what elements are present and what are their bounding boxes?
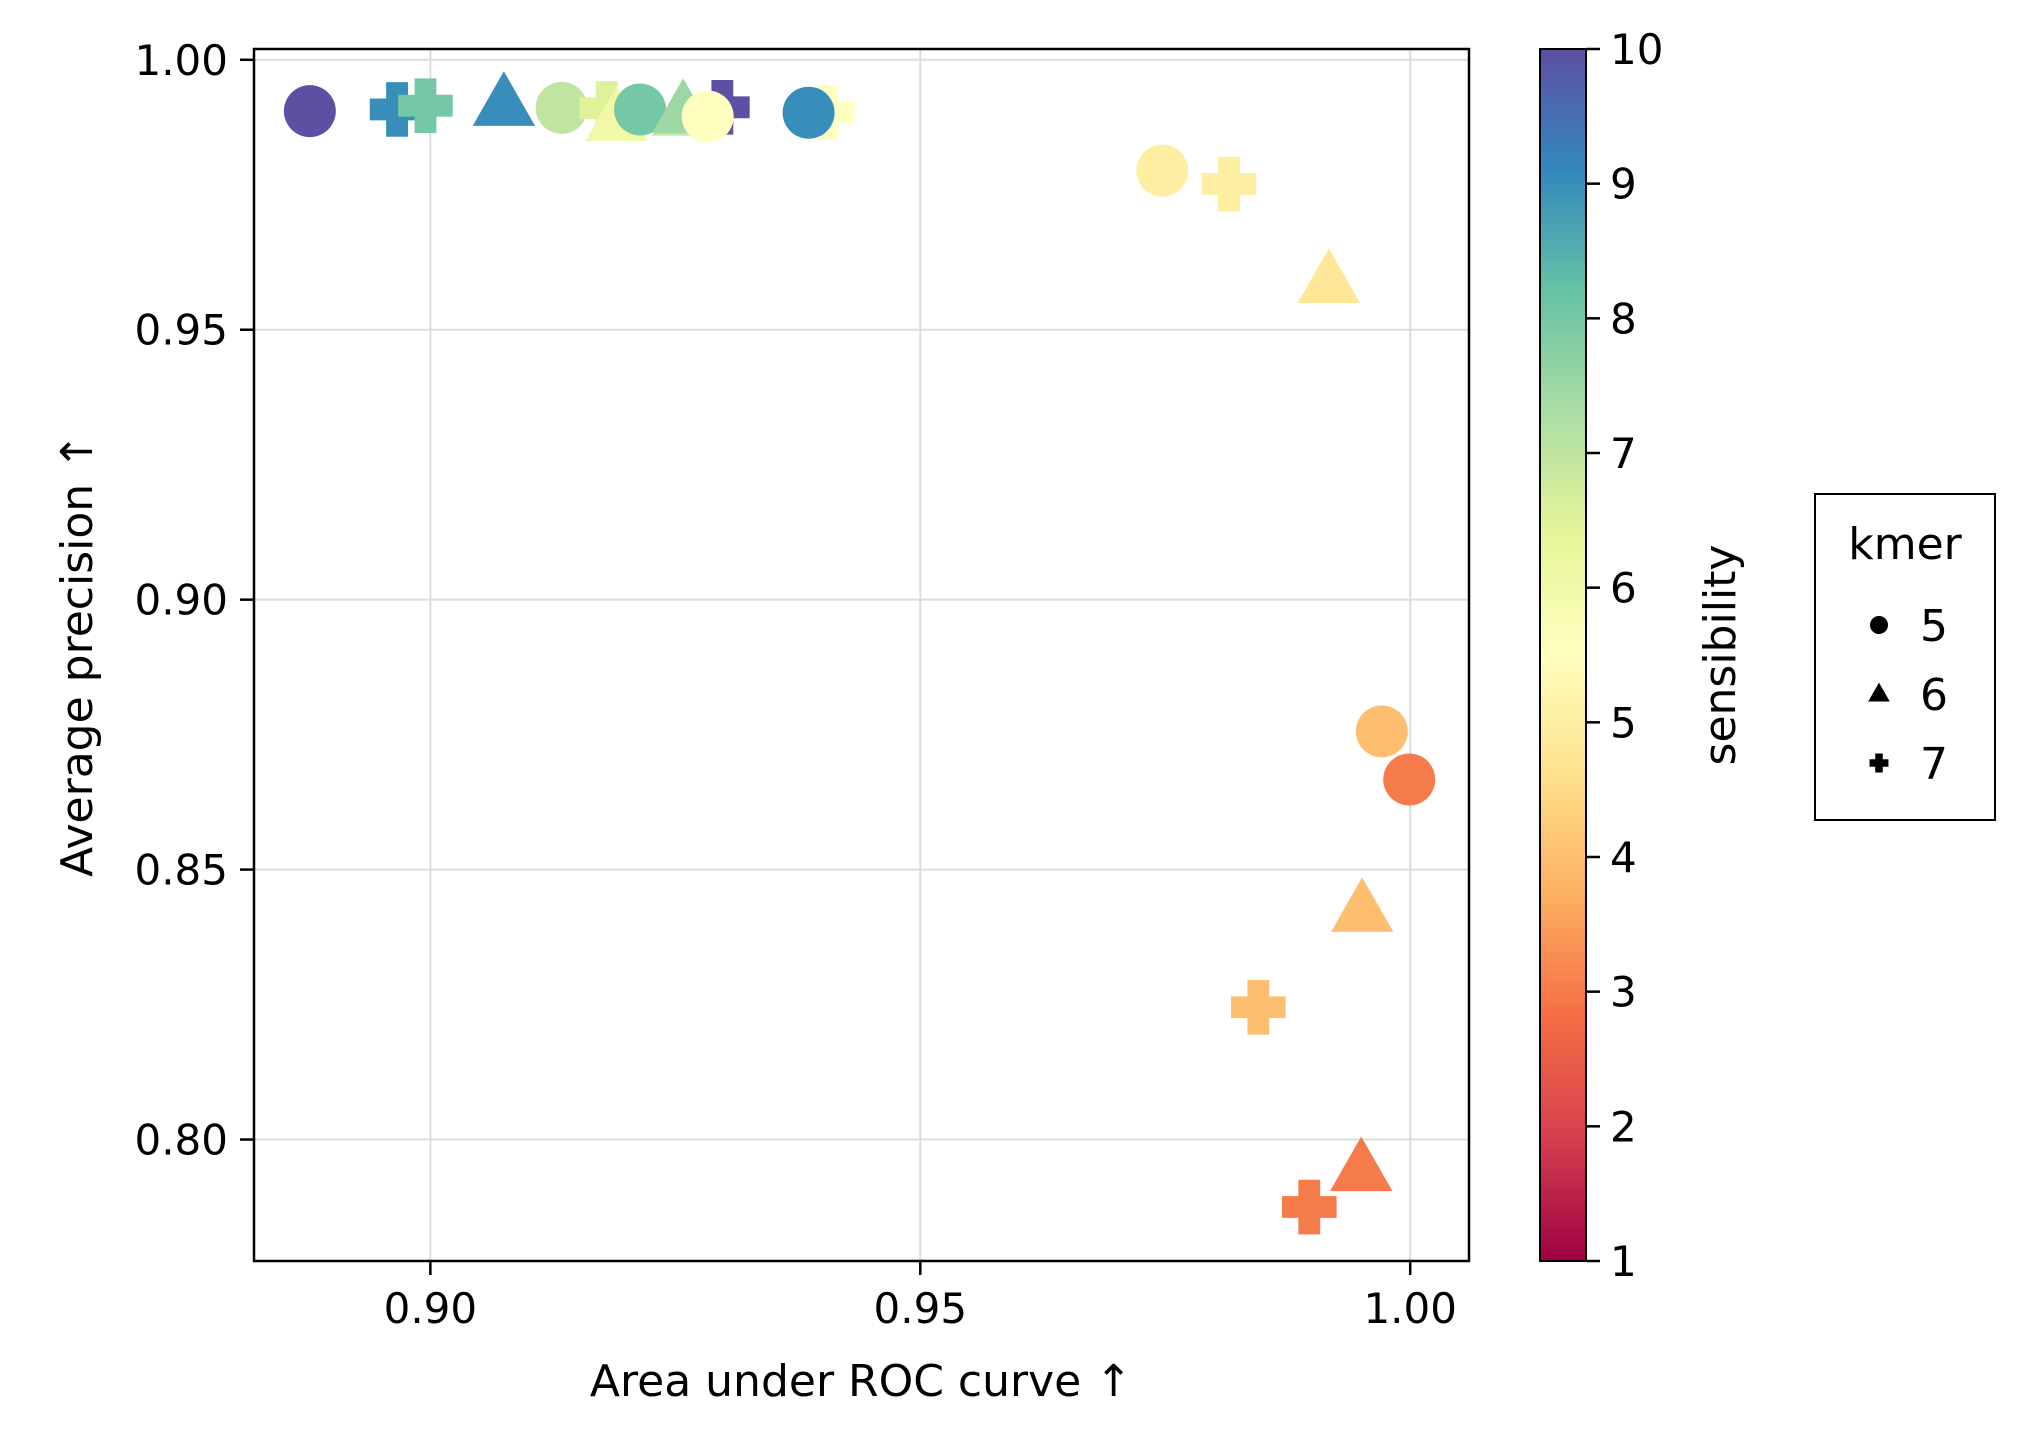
colorbar-tick-label: 4 — [1610, 833, 1637, 882]
x-tick-label: 0.90 — [384, 1284, 478, 1333]
y-tick-label: 0.85 — [134, 846, 228, 895]
legend-entry-label: 7 — [1920, 739, 1948, 790]
y-tick-label: 0.90 — [134, 576, 228, 625]
grid-lines — [254, 49, 1469, 1261]
data-point-kmer-5 — [782, 86, 835, 139]
colorbar-tick-label: 9 — [1610, 160, 1637, 209]
legend-entries: 5 6 7 — [1868, 601, 1948, 790]
data-point-kmer-5 — [1136, 144, 1189, 197]
y-tick-label: 0.95 — [134, 306, 228, 355]
colorbar-tick-label: 1 — [1610, 1237, 1637, 1286]
data-point-kmer-6 — [1330, 1136, 1393, 1192]
y-axis-ticks: 0.80 0.85 0.90 0.95 1.00 — [134, 36, 254, 1165]
x-axis-ticks: 0.90 0.95 1.00 — [384, 1261, 1457, 1333]
y-tick-label: 1.00 — [134, 36, 228, 85]
colorbar-ticks: 1 2 3 4 5 6 7 8 9 10 — [1586, 25, 1663, 1286]
colorbar-label: sensibility — [1695, 545, 1746, 766]
data-point-kmer-5 — [614, 83, 667, 136]
colorbar-tick-label: 7 — [1610, 429, 1637, 478]
data-point-kmer-7 — [369, 82, 425, 137]
data-point-kmer-7 — [1201, 156, 1257, 212]
colorbar-tick-label: 2 — [1610, 1102, 1637, 1151]
legend-title: kmer — [1848, 519, 1962, 570]
legend-frame — [1814, 493, 1996, 821]
colorbar-tick-label: 3 — [1610, 968, 1637, 1017]
data-point-kmer-7 — [1281, 1179, 1337, 1235]
colorbar-tick-label: 8 — [1610, 294, 1637, 343]
colorbar — [1539, 48, 1587, 1262]
x-tick-label: 1.00 — [1363, 1284, 1457, 1333]
data-point-kmer-5 — [535, 81, 588, 134]
x-tick-label: 0.95 — [874, 1284, 968, 1333]
data-point-kmer-6 — [472, 71, 536, 126]
legend-triangle-icon — [1868, 682, 1890, 702]
colorbar-tick-label: 6 — [1610, 564, 1637, 613]
data-point-kmer-6 — [1330, 877, 1394, 932]
y-tick-label: 0.80 — [134, 1116, 228, 1165]
legend-cross-icon — [1869, 753, 1889, 773]
data-point-kmer-7 — [1231, 979, 1286, 1035]
data-point-kmer-5 — [283, 85, 336, 138]
data-point-kmer-5 — [681, 90, 734, 143]
data-point-kmer-6 — [1297, 248, 1361, 303]
data-point-kmer-5 — [1383, 753, 1436, 806]
plot-area-frame — [252, 47, 1471, 1263]
legend-entry-label: 6 — [1920, 670, 1948, 721]
x-axis-label: Area under ROC curve ↑ — [590, 1356, 1132, 1407]
data-point-kmer-7 — [398, 78, 453, 133]
legend-circle-icon — [1870, 616, 1888, 634]
colorbar-tick-label: 10 — [1610, 25, 1663, 74]
data-point-kmer-5 — [1355, 705, 1408, 758]
y-axis-label: Average precision ↑ — [52, 433, 103, 877]
legend-entry-label: 5 — [1920, 601, 1948, 652]
colorbar-tick-label: 5 — [1610, 698, 1637, 747]
data-points — [283, 71, 1436, 1235]
legend: kmer 5 6 7 — [1814, 493, 1996, 821]
